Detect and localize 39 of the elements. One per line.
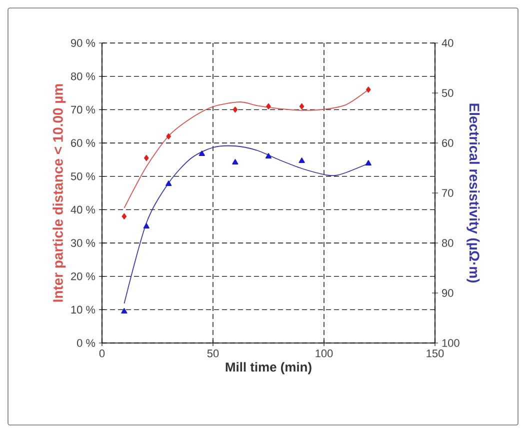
y-tick-label: 0 % [77, 339, 96, 347]
y-tick-label: 60 % [71, 139, 96, 147]
x-tick-label: 0 [99, 350, 105, 358]
y-tick-label: 50 % [70, 172, 96, 180]
point [265, 153, 272, 158]
point [144, 154, 149, 162]
point [166, 133, 171, 140]
x-axis-title: Mill time (min) [226, 362, 312, 374]
y-tick-label: 80 % [70, 72, 96, 80]
y-tick-label: 20 % [71, 272, 96, 280]
point [232, 159, 238, 164]
point [143, 223, 150, 228]
point [365, 160, 372, 166]
point [121, 308, 128, 314]
x-tick-label: 150 [426, 350, 444, 358]
point [299, 103, 304, 110]
x-tick-label: 50 [207, 350, 219, 358]
y2-axis-title: Electrical resistivity (µΩ·m) [466, 104, 480, 283]
y2-tick-label: 90 [442, 289, 454, 297]
point [198, 150, 205, 156]
point [232, 106, 238, 113]
point [266, 103, 271, 110]
point [366, 86, 371, 93]
y-tick-label: 30 % [70, 239, 96, 247]
point [166, 180, 172, 186]
y2-tick-label: 60 [442, 139, 454, 147]
y2-tick-label: 70 [442, 189, 454, 197]
y-axis-title: Inter particle distance < 10.00 µm [52, 84, 66, 302]
x-tick-label: 100 [316, 350, 333, 358]
y-tick-label: 40 % [70, 206, 96, 214]
y-tick-label: 70 % [71, 106, 96, 114]
point [298, 158, 305, 163]
y-tick-label: 10 % [71, 306, 96, 314]
y2-tick-label: 50 [442, 89, 454, 97]
y2-tick-label: 40 [442, 39, 454, 47]
y-tick-label: 90 % [71, 39, 96, 47]
y2-tick-label: 100 [442, 339, 460, 347]
y2-tick-label: 80 [442, 239, 454, 247]
point [122, 213, 127, 220]
